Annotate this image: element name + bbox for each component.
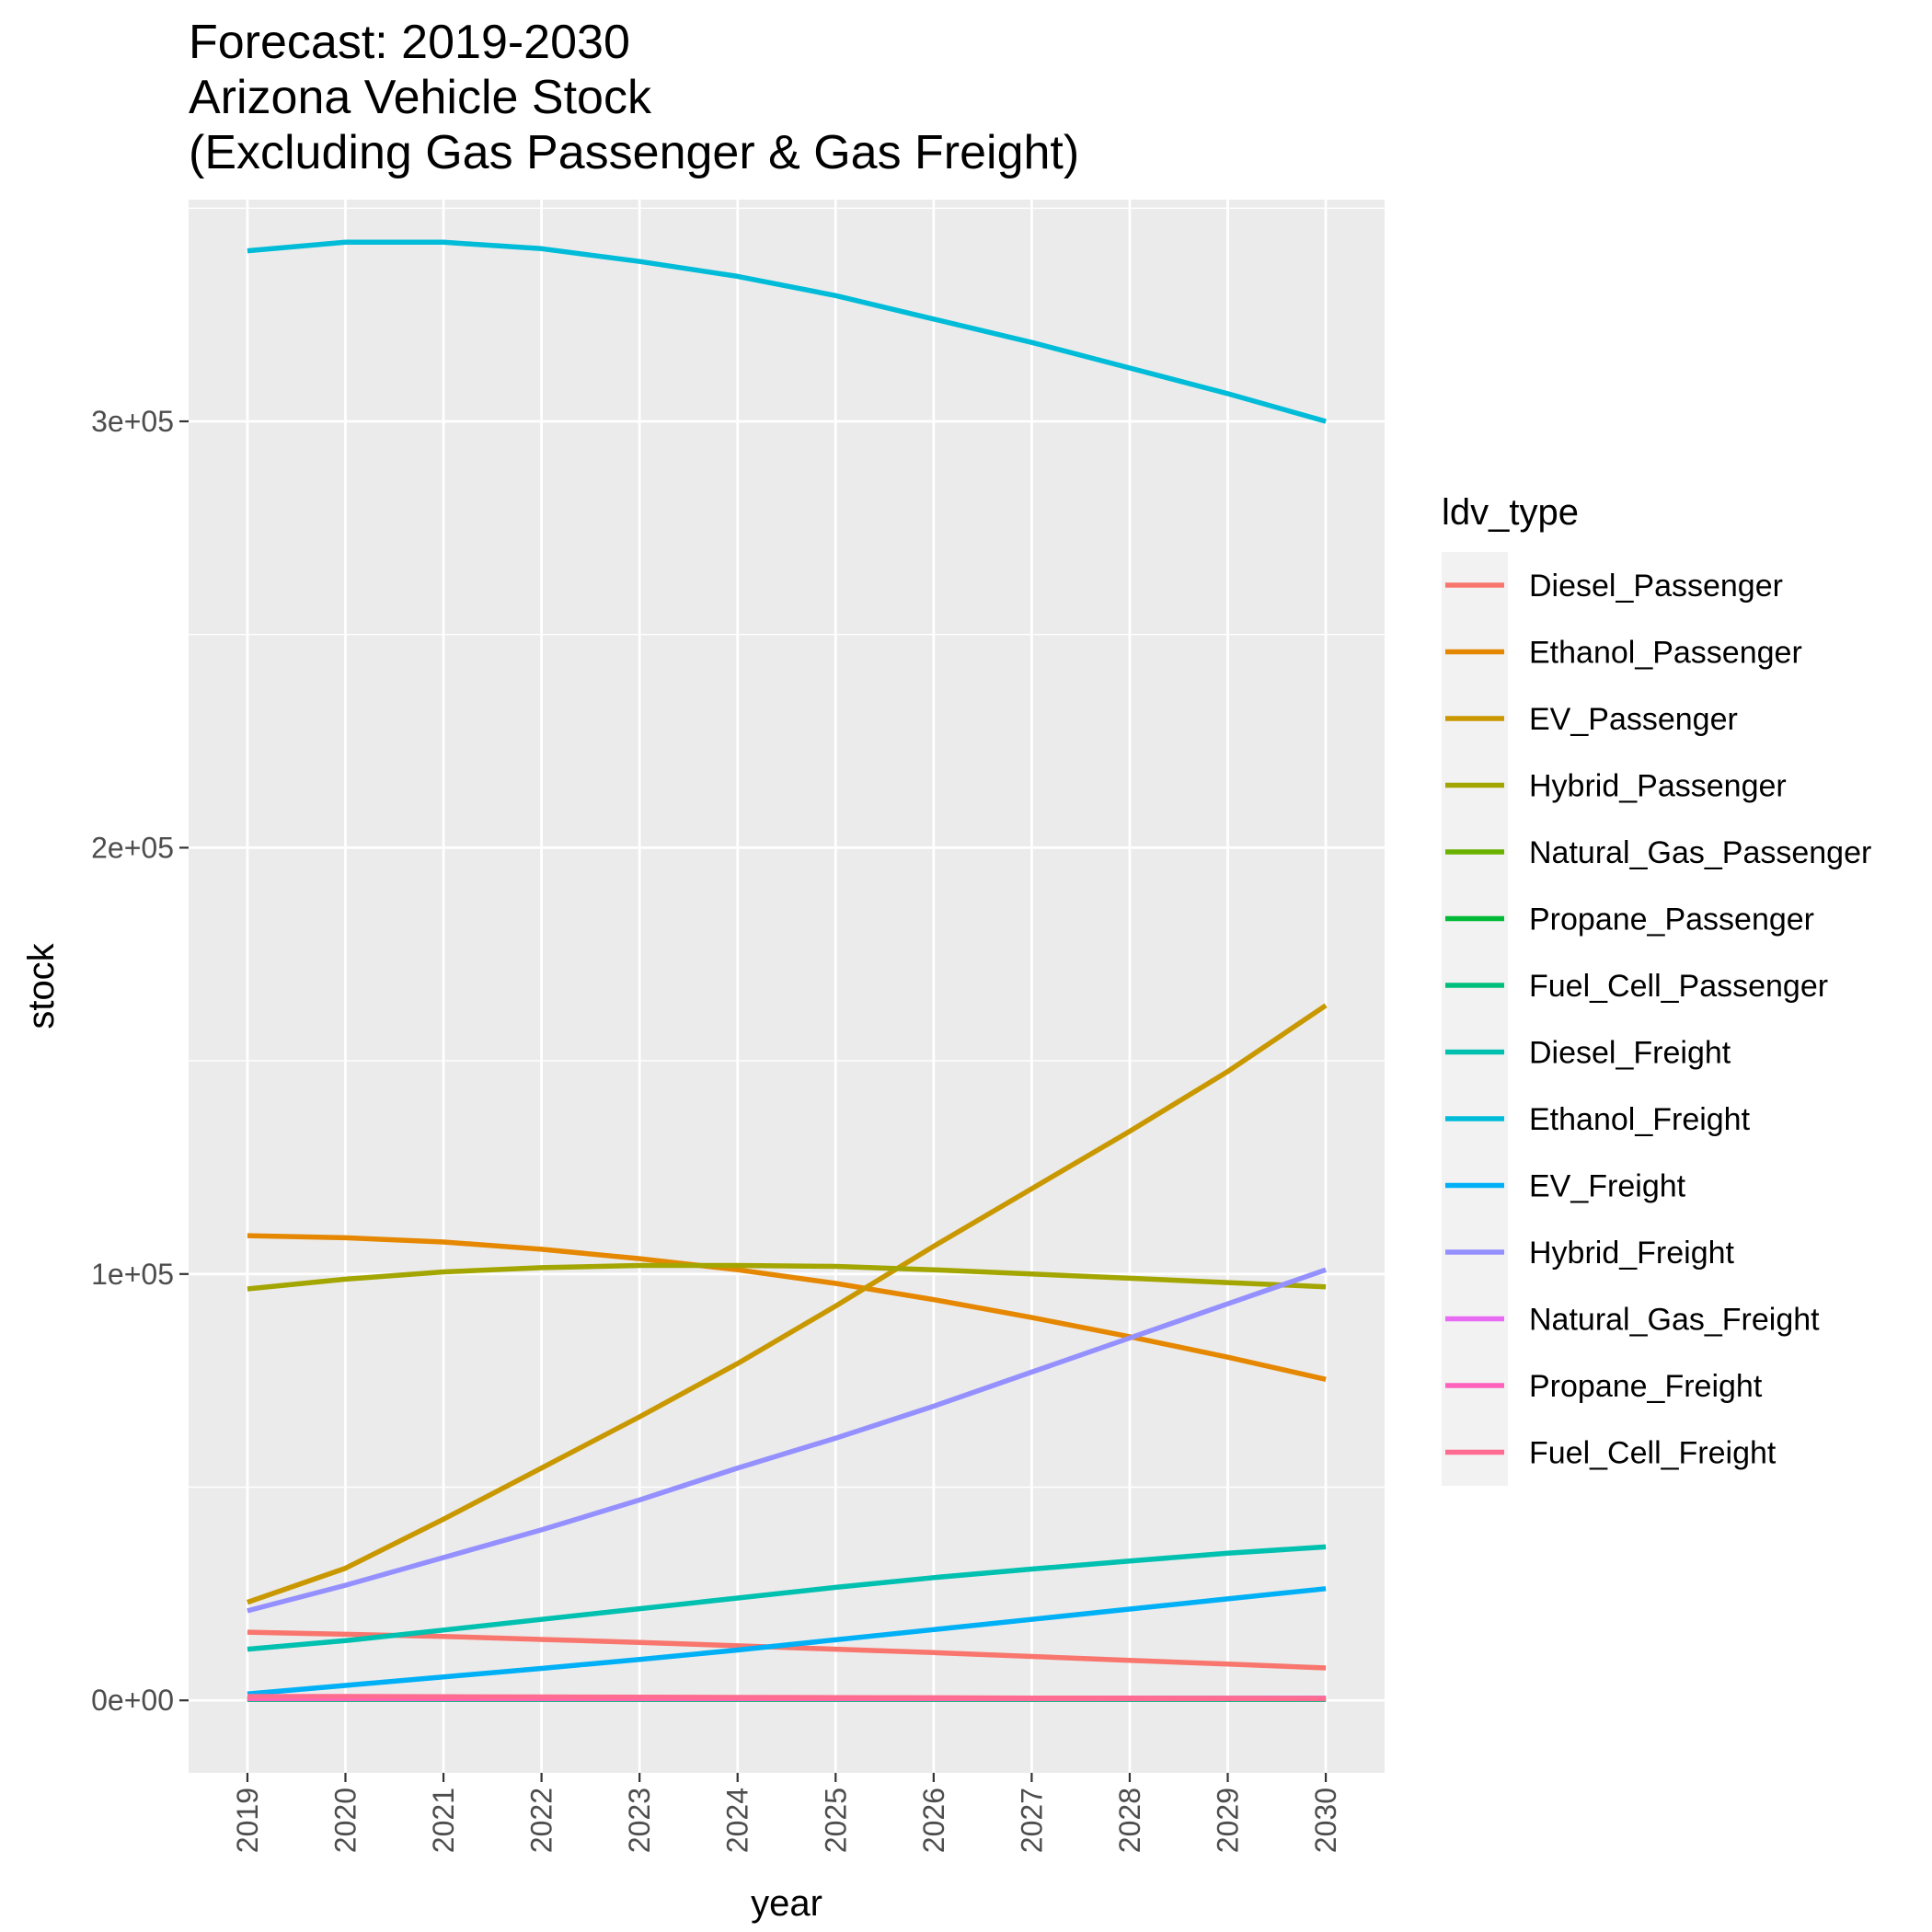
x-tick-label: 2019 [231,1788,264,1853]
x-tick-label: 2026 [917,1788,950,1853]
legend-label: Natural_Gas_Passenger [1529,835,1871,870]
series-line-diesel-passenger [247,1629,1327,1671]
series-line-hybrid-freight [247,1267,1328,1614]
series-line-ev-freight [247,1586,1327,1697]
title-line: Arizona Vehicle Stock [189,71,652,124]
legend-label: EV_Freight [1529,1169,1686,1204]
legend-label: Ethanol_Freight [1529,1102,1751,1137]
legend-label: Diesel_Freight [1529,1036,1731,1071]
x-tick-label: 2029 [1212,1788,1245,1853]
y-tick-label: 2e+05 [91,831,174,864]
plot-panel [189,200,1385,1773]
x-axis-title: year [751,1883,822,1924]
series-line-ev-passenger [246,1003,1328,1605]
x-tick-label: 2030 [1309,1788,1342,1853]
y-axis-title: stock [21,942,62,1029]
x-tick-label: 2020 [329,1788,362,1853]
legend: ldv_type Diesel_Passenger Ethanol_Passenge… [1442,492,1871,1486]
series-line-fuel-cell-freight [247,1694,1327,1702]
minor-gridlines [189,207,1385,1489]
x-tick-label: 2025 [819,1788,852,1853]
x-tick-label: 2021 [427,1788,460,1853]
legend-title: ldv_type [1442,492,1579,533]
series-line-diesel-freight [247,1544,1327,1652]
legend-label: Ethanol_Passenger [1529,636,1802,671]
legend-label: Diesel_Passenger [1529,569,1783,604]
series-lines [246,239,1328,1703]
legend-label: Hybrid_Freight [1529,1236,1735,1271]
y-tick-label: 0e+00 [91,1684,174,1717]
x-tick-label: 2022 [525,1788,558,1853]
legend-label: Propane_Passenger [1529,903,1814,937]
series-line-hybrid-passenger [247,1262,1327,1292]
x-tick-label: 2023 [623,1788,656,1853]
legend-label: EV_Passenger [1529,702,1738,737]
y-tick-label: 1e+05 [91,1258,174,1291]
series-line-ethanol-freight [247,239,1327,424]
legend-label: Propane_Freight [1529,1369,1763,1404]
x-tick-label: 2024 [721,1788,754,1853]
x-axis: 2019 2020 2021 2022 2023 2024 2025 2026 2027 2028… [231,1773,1342,1853]
series-line-ethanol-passenger [247,1233,1327,1382]
legend-label: Fuel_Cell_Freight [1529,1436,1777,1471]
legend-label: Fuel_Cell_Passenger [1529,969,1828,1004]
x-tick-label: 2027 [1015,1788,1048,1853]
title-line: Forecast: 2019-2030 [189,16,630,69]
legend-label: Natural_Gas_Freight [1529,1303,1820,1338]
y-axis: 0e+00 1e+05 2e+05 3e+05 [91,405,189,1717]
y-tick-label: 3e+05 [91,405,174,438]
legend-label: Hybrid_Passenger [1529,769,1787,804]
title-line: (Excluding Gas Passenger & Gas Freight) [189,126,1079,179]
x-tick-label: 2028 [1113,1788,1146,1853]
